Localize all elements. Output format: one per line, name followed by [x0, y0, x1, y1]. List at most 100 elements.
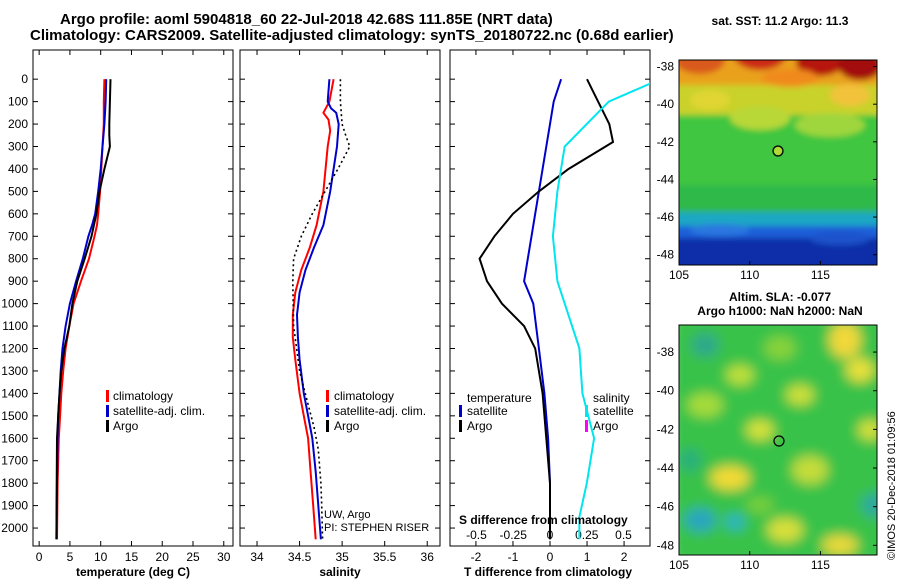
sla-map [679, 325, 877, 555]
sst-map-title: sat. SST: 11.2 Argo: 11.3 [712, 14, 849, 28]
series-line-climatology [291, 79, 335, 540]
legend-swatch-climatology [326, 390, 329, 402]
depth-tick-label: 1700 [1, 454, 28, 468]
x-tick-label: 36 [421, 550, 435, 564]
sla-map-subtitle: Argo h1000: NaN h2000: NaN [697, 304, 862, 318]
depth-tick-label: 0 [21, 72, 28, 86]
map-lat-label: -48 [657, 538, 675, 552]
legend-label-climatology: climatology [334, 389, 394, 403]
map-lat-label: -44 [657, 172, 675, 186]
legend-swatch-t-satellite [459, 405, 462, 417]
temperature-xlabel: temperature (deg C) [76, 565, 190, 579]
sst-float-marker-fill [774, 147, 782, 155]
map-lon-label: 105 [669, 558, 689, 572]
map-lat-label: -38 [657, 60, 675, 74]
x-tick-label: 0 [36, 550, 43, 564]
map-lat-label: -46 [657, 210, 675, 224]
s-diff-tick-label: 0.5 [615, 528, 632, 542]
difference-legend: temperature satellite Argo salinity sate… [459, 391, 634, 527]
depth-tick-label: 800 [8, 252, 28, 266]
legend-swatch-s-satellite [585, 405, 588, 417]
sla-float-marker [773, 435, 785, 447]
series-line-satellite-adj-clim- [295, 79, 340, 540]
legend-swatch-satellite [106, 405, 109, 417]
map-lat-label: -40 [657, 384, 675, 398]
depth-tick-label: 1400 [1, 386, 28, 400]
legend-swatch-s-argo [585, 420, 588, 432]
x-tick-label: 10 [94, 550, 108, 564]
sst-map-frame [678, 59, 878, 266]
legend-label-t-argo: Argo [467, 419, 493, 433]
legend-label-satellite: satellite-adj. clim. [113, 404, 205, 418]
legend-swatch-satellite [326, 405, 329, 417]
legend-swatch-argo [326, 420, 329, 432]
map-lat-label: -40 [657, 97, 675, 111]
sst-float-marker [772, 145, 784, 157]
temperature-legend: climatology satellite-adj. clim. Argo [106, 389, 205, 433]
legend-label-argo: Argo [334, 419, 360, 433]
float-pi-label: PI: STEPHEN RISER [324, 522, 429, 534]
salinity-panel-frame [239, 49, 441, 547]
depth-tick-label: 1000 [1, 297, 28, 311]
map-lon-label: 105 [669, 268, 689, 282]
depth-tick-label: 1900 [1, 499, 28, 513]
depth-tick-label: 1500 [1, 409, 28, 423]
depth-tick-label: 600 [8, 207, 28, 221]
legend-label-satellite: satellite-adj. clim. [334, 404, 426, 418]
legend-title-salinity: salinity [593, 391, 630, 405]
legend-title-temperature: temperature [467, 391, 532, 405]
x-tick-label: 15 [125, 550, 139, 564]
series-line-t-satellite [523, 78, 563, 540]
figure-title: Argo profile: aoml 5904818_60 22-Jul-201… [60, 11, 553, 28]
depth-tick-label: 2000 [1, 521, 28, 535]
legend-label-s-argo: Argo [593, 419, 619, 433]
depth-tick-label: 1200 [1, 341, 28, 355]
x-tick-label: 20 [156, 550, 170, 564]
x-tick-label: -2 [471, 550, 482, 564]
sla-map-title: Altim. SLA: -0.077 [729, 290, 831, 304]
map-lon-label: 110 [740, 268, 759, 282]
map-lat-label: -46 [657, 500, 675, 514]
depth-tick-label: 700 [8, 229, 28, 243]
s-diff-tick-label: -0.25 [500, 528, 528, 542]
s-diff-tick-label: 0.25 [575, 528, 599, 542]
s-difference-axis-label: S difference from climatology [459, 513, 628, 527]
depth-tick-label: 300 [8, 140, 28, 154]
x-tick-label: 35 [335, 550, 349, 564]
depth-tick-label: 1800 [1, 476, 28, 490]
x-tick-label: 30 [217, 550, 231, 564]
imos-timestamp: ©IMOS 20-Dec-2018 01:09:56 [886, 411, 898, 560]
map-lon-label: 110 [740, 558, 759, 572]
legend-label-climatology: climatology [113, 389, 173, 403]
legend-swatch-t-argo [459, 420, 462, 432]
difference-xlabel: T difference from climatology [464, 565, 632, 579]
x-tick-label: 5 [67, 550, 74, 564]
legend-label-s-satellite: satellite [593, 404, 634, 418]
map-lat-label: -42 [657, 135, 675, 149]
map-lat-label: -48 [657, 248, 675, 262]
depth-tick-label: 1300 [1, 364, 28, 378]
x-tick-label: -1 [508, 550, 519, 564]
x-tick-label: 25 [186, 550, 200, 564]
salinity-xlabel: salinity [319, 565, 361, 579]
map-lat-label: -38 [657, 345, 675, 359]
x-tick-label: 34 [250, 550, 264, 564]
legend-swatch-climatology [106, 390, 109, 402]
x-tick-label: 2 [621, 550, 628, 564]
x-tick-label: 0 [547, 550, 554, 564]
map-lon-label: 115 [811, 268, 830, 282]
depth-tick-label: 400 [8, 162, 28, 176]
depth-tick-label: 100 [8, 95, 28, 109]
temperature-panel-frame [32, 49, 234, 547]
figure-subtitle: Climatology: CARS2009. Satellite-adjuste… [30, 27, 674, 44]
salinity-legend: climatology satellite-adj. clim. Argo UW… [324, 389, 429, 534]
depth-tick-label: 900 [8, 274, 28, 288]
s-diff-tick-label: -0.5 [466, 528, 487, 542]
map-lon-label: 115 [811, 558, 830, 572]
x-tick-label: 35.5 [373, 550, 397, 564]
sst-map [679, 60, 877, 265]
map-lat-label: -44 [657, 461, 675, 475]
legend-label-argo: Argo [113, 419, 139, 433]
x-tick-label: 34.5 [288, 550, 312, 564]
